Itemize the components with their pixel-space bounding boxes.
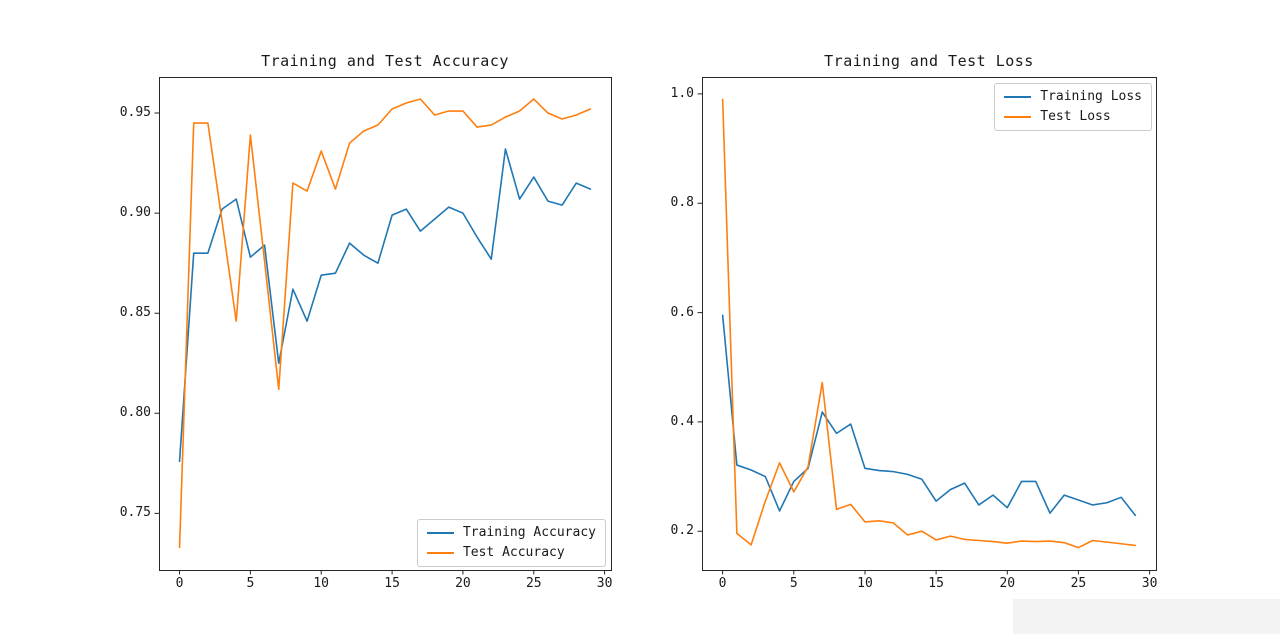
y-tick-label: 0.75 bbox=[119, 505, 151, 521]
accuracy-legend: Training Accuracy Test Accuracy bbox=[416, 519, 606, 567]
legend-item-test-accuracy: Test Accuracy bbox=[426, 545, 596, 561]
axis-ticks bbox=[154, 112, 606, 575]
legend-item-training-loss: Training Loss bbox=[1004, 89, 1142, 105]
legend-label: Training Loss bbox=[1040, 89, 1142, 104]
axes-frame bbox=[159, 77, 612, 571]
x-tick-label: 25 bbox=[525, 576, 542, 591]
y-tick-label: 0.80 bbox=[119, 405, 151, 421]
y-tick-label: 1.0 bbox=[670, 85, 694, 101]
y-tick-label: 0.90 bbox=[119, 205, 151, 221]
x-tick-label: 20 bbox=[999, 576, 1016, 591]
legend-label: Test Loss bbox=[1040, 109, 1111, 124]
loss-legend: Training Loss Test Loss bbox=[994, 83, 1152, 131]
test-loss-line bbox=[721, 98, 1137, 549]
legend-item-test-loss: Test Loss bbox=[1004, 109, 1142, 125]
y-tick-label: 0.8 bbox=[670, 195, 694, 211]
x-tick-label: 0 bbox=[175, 576, 184, 591]
loss-chart-title: Training and Test Loss bbox=[824, 52, 1034, 70]
x-tick-label: 10 bbox=[313, 576, 330, 591]
accuracy-chart-title: Training and Test Accuracy bbox=[261, 52, 509, 70]
x-tick-label: 5 bbox=[246, 576, 255, 591]
test-loss-line-sample bbox=[1004, 116, 1032, 118]
watermark-box bbox=[1013, 599, 1280, 634]
test-accuracy-line bbox=[178, 98, 592, 549]
x-tick-label: 30 bbox=[596, 576, 613, 591]
axis-ticks bbox=[697, 93, 1151, 575]
x-tick-label: 15 bbox=[928, 576, 944, 591]
x-tick-label: 20 bbox=[455, 576, 471, 591]
legend-item-training-accuracy: Training Accuracy bbox=[426, 525, 596, 541]
y-tick-label: 0.2 bbox=[670, 523, 694, 539]
axes-frame bbox=[702, 77, 1157, 571]
training-loss-line-sample bbox=[1004, 96, 1032, 98]
training-loss-line bbox=[721, 314, 1137, 517]
x-tick-label: 0 bbox=[718, 576, 727, 591]
legend-label: Test Accuracy bbox=[462, 545, 565, 560]
x-tick-label: 10 bbox=[857, 576, 873, 591]
x-tick-label: 5 bbox=[789, 576, 798, 591]
legend-label: Training Accuracy bbox=[462, 525, 596, 540]
y-tick-label: 0.6 bbox=[670, 304, 694, 320]
y-tick-label: 0.85 bbox=[119, 305, 151, 321]
y-tick-label: 0.95 bbox=[119, 105, 151, 120]
test-accuracy-line-sample bbox=[426, 552, 454, 554]
x-tick-label: 15 bbox=[384, 576, 400, 591]
x-tick-label: 30 bbox=[1141, 576, 1158, 591]
training-accuracy-line bbox=[178, 148, 592, 463]
y-tick-label: 0.4 bbox=[670, 413, 694, 429]
training-accuracy-line-sample bbox=[426, 532, 454, 534]
x-tick-label: 25 bbox=[1070, 576, 1087, 591]
